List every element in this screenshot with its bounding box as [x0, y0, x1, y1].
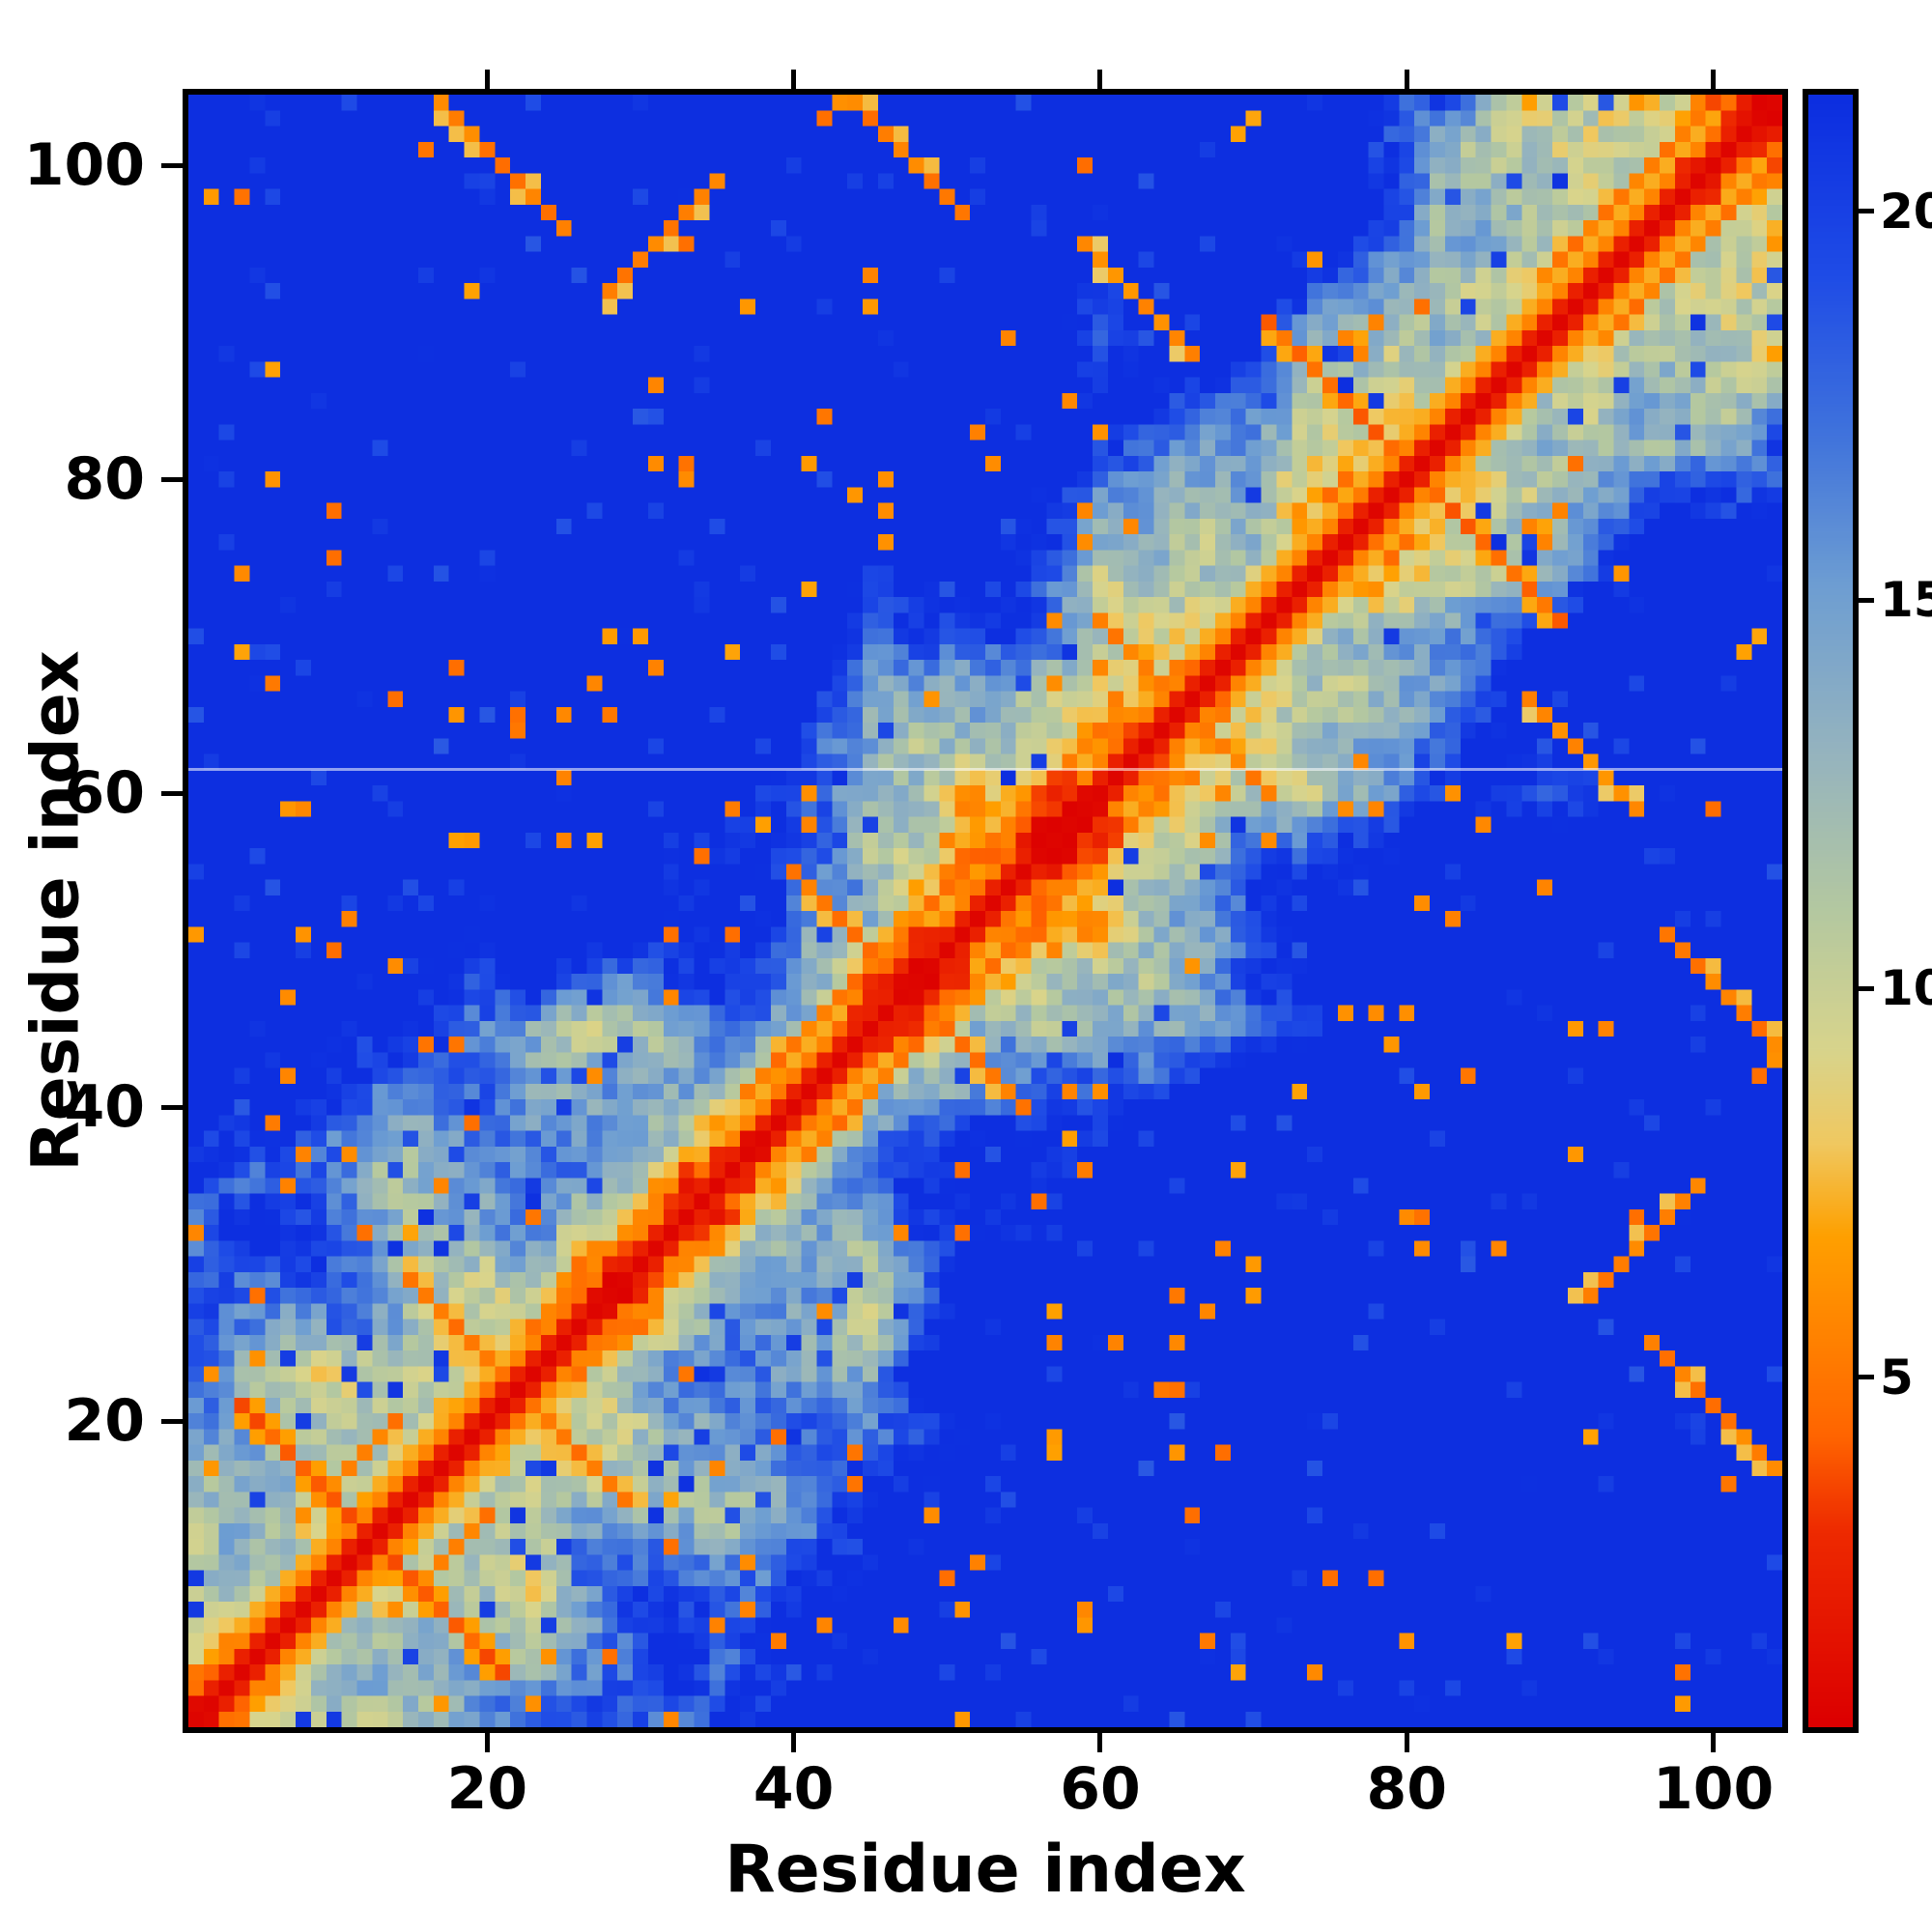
colorbar-tick-label: 5	[1880, 1349, 1914, 1406]
colorbar-tick-label: 20	[1880, 183, 1932, 240]
y-tick-label: 20	[64, 1387, 146, 1456]
x-axis-top-tick	[484, 70, 490, 89]
x-tick-label: 80	[1366, 1755, 1448, 1823]
heatmap-canvas	[188, 95, 1782, 1727]
x-tick-label: 40	[753, 1755, 835, 1823]
x-axis-tick	[1711, 1733, 1717, 1752]
colorbar-tick	[1859, 985, 1874, 991]
faint-grid-line	[188, 768, 1782, 772]
x-axis-top-tick	[1097, 70, 1103, 89]
y-axis-tick	[161, 162, 183, 168]
x-axis-tick	[1404, 1733, 1409, 1752]
colorbar-tick-label: 10	[1880, 960, 1932, 1017]
x-axis-top-tick	[791, 70, 797, 89]
colorbar-tick	[1859, 597, 1874, 603]
y-tick-label: 60	[64, 759, 146, 828]
y-tick-label: 80	[64, 445, 146, 514]
y-tick-label: 40	[64, 1073, 146, 1142]
colorbar-tick	[1859, 1375, 1874, 1380]
x-axis-top-tick	[1404, 70, 1409, 89]
colorbar-tick-label: 15	[1880, 572, 1932, 629]
x-axis-tick	[1097, 1733, 1103, 1752]
x-axis-tick	[484, 1733, 490, 1752]
x-tick-label: 100	[1652, 1755, 1775, 1823]
colorbar-tick	[1859, 209, 1874, 214]
x-axis-top-tick	[1711, 70, 1717, 89]
y-axis-tick	[161, 1104, 183, 1110]
x-axis-label: Residue index	[724, 1832, 1246, 1908]
x-axis-tick	[791, 1733, 797, 1752]
x-tick-label: 20	[446, 1755, 528, 1823]
x-tick-label: 60	[1060, 1755, 1141, 1823]
y-axis-tick	[161, 476, 183, 482]
y-tick-label: 100	[23, 131, 145, 200]
colorbar-canvas	[1808, 95, 1853, 1727]
y-axis-tick	[161, 790, 183, 796]
y-axis-tick	[161, 1418, 183, 1424]
